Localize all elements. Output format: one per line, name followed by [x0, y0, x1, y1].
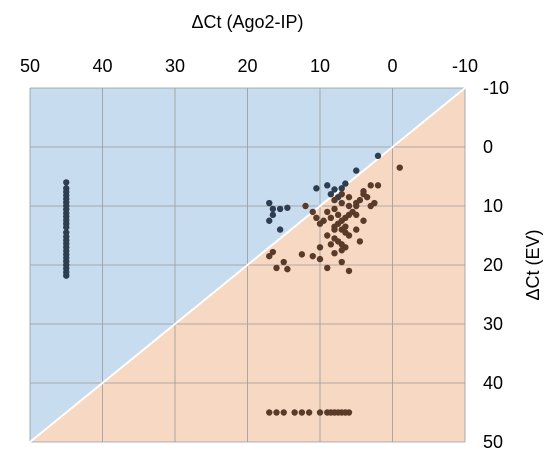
- data-point: [345, 409, 353, 416]
- data-point: [345, 267, 353, 275]
- data-point: [305, 409, 313, 416]
- data-point: [324, 232, 331, 239]
- data-point: [334, 211, 342, 219]
- data-point: [327, 214, 335, 221]
- data-point: [356, 238, 364, 245]
- data-point: [331, 186, 338, 193]
- data-point: [269, 248, 277, 256]
- data-point: [316, 409, 324, 416]
- grid-lines: [29, 87, 466, 443]
- data-point: [360, 217, 367, 224]
- data-point: [327, 191, 335, 198]
- data-point: [298, 409, 306, 416]
- data-point: [309, 252, 316, 260]
- data-point: [360, 191, 367, 198]
- data-point: [338, 185, 345, 192]
- x-tick-label: 40: [92, 56, 112, 76]
- y-tick-label: 20: [483, 255, 503, 275]
- x-axis-title: ΔCt (Ago2-IP): [191, 12, 303, 32]
- data-point: [396, 164, 403, 171]
- data-point: [302, 202, 309, 210]
- data-point: [353, 226, 360, 233]
- data-point: [367, 182, 374, 189]
- data-point: [316, 255, 324, 263]
- y-ticks: -10 0 10 20 30 40 50: [483, 78, 509, 452]
- data-point: [331, 250, 338, 257]
- diagonal-line: [29, 87, 466, 443]
- y-tick-label: 40: [483, 373, 503, 393]
- x-tick-label: 30: [165, 56, 185, 76]
- data-point: [309, 208, 316, 216]
- data-point: [324, 182, 331, 189]
- data-point: [284, 204, 291, 211]
- data-point: [345, 202, 353, 210]
- data-point: [291, 409, 298, 416]
- data-point: [266, 252, 273, 260]
- x-tick-label: -10: [452, 56, 478, 76]
- data-point: [345, 193, 353, 201]
- data-point: [338, 258, 345, 266]
- data-point: [331, 226, 338, 233]
- data-point: [269, 211, 277, 219]
- data-point: [316, 220, 324, 227]
- data-point: [266, 409, 273, 416]
- data-point: [284, 265, 291, 273]
- data-point: [276, 226, 284, 233]
- data-point: [269, 205, 277, 213]
- data-point: [374, 182, 382, 189]
- y-tick-label: 30: [483, 314, 503, 334]
- data-point: [367, 202, 374, 210]
- data-point: [338, 247, 345, 254]
- y-tick-label: 10: [483, 196, 503, 216]
- data-point: [313, 185, 320, 192]
- data-point: [273, 264, 280, 272]
- x-tick-label: 0: [387, 56, 397, 76]
- data-point: [345, 232, 353, 239]
- data-point: [353, 167, 360, 174]
- data-point: [353, 211, 360, 219]
- data-point: [316, 244, 324, 251]
- data-point: [63, 272, 70, 279]
- y-axis-title: ΔCt (EV): [523, 229, 543, 300]
- y-tick-label: 50: [483, 432, 503, 452]
- x-tick-label: 10: [310, 56, 330, 76]
- data-point: [338, 191, 345, 198]
- y-tick-label: -10: [483, 78, 509, 98]
- data-point: [331, 196, 338, 204]
- data-point: [313, 214, 320, 221]
- data-point: [342, 180, 349, 187]
- x-ticks: 50 40 30 20 10 0 -10: [20, 56, 478, 76]
- data-point: [342, 223, 349, 230]
- x-tick-label: 20: [237, 56, 257, 76]
- data-point: [331, 205, 338, 213]
- data-point: [63, 224, 70, 231]
- data-point: [63, 179, 70, 186]
- y-tick-label: 0: [483, 137, 493, 157]
- x-tick-label: 50: [20, 56, 40, 76]
- data-point: [338, 199, 345, 207]
- data-point: [280, 409, 287, 416]
- data-point: [374, 152, 382, 160]
- data-point: [273, 409, 280, 416]
- data-point: [324, 264, 331, 272]
- data-point: [327, 241, 335, 248]
- data-point: [266, 199, 273, 207]
- data-point: [266, 217, 273, 224]
- data-point: [353, 199, 360, 207]
- data-points: [63, 152, 403, 416]
- data-point: [276, 205, 284, 213]
- data-point: [298, 251, 306, 258]
- data-point: [280, 258, 287, 266]
- data-point: [324, 208, 331, 216]
